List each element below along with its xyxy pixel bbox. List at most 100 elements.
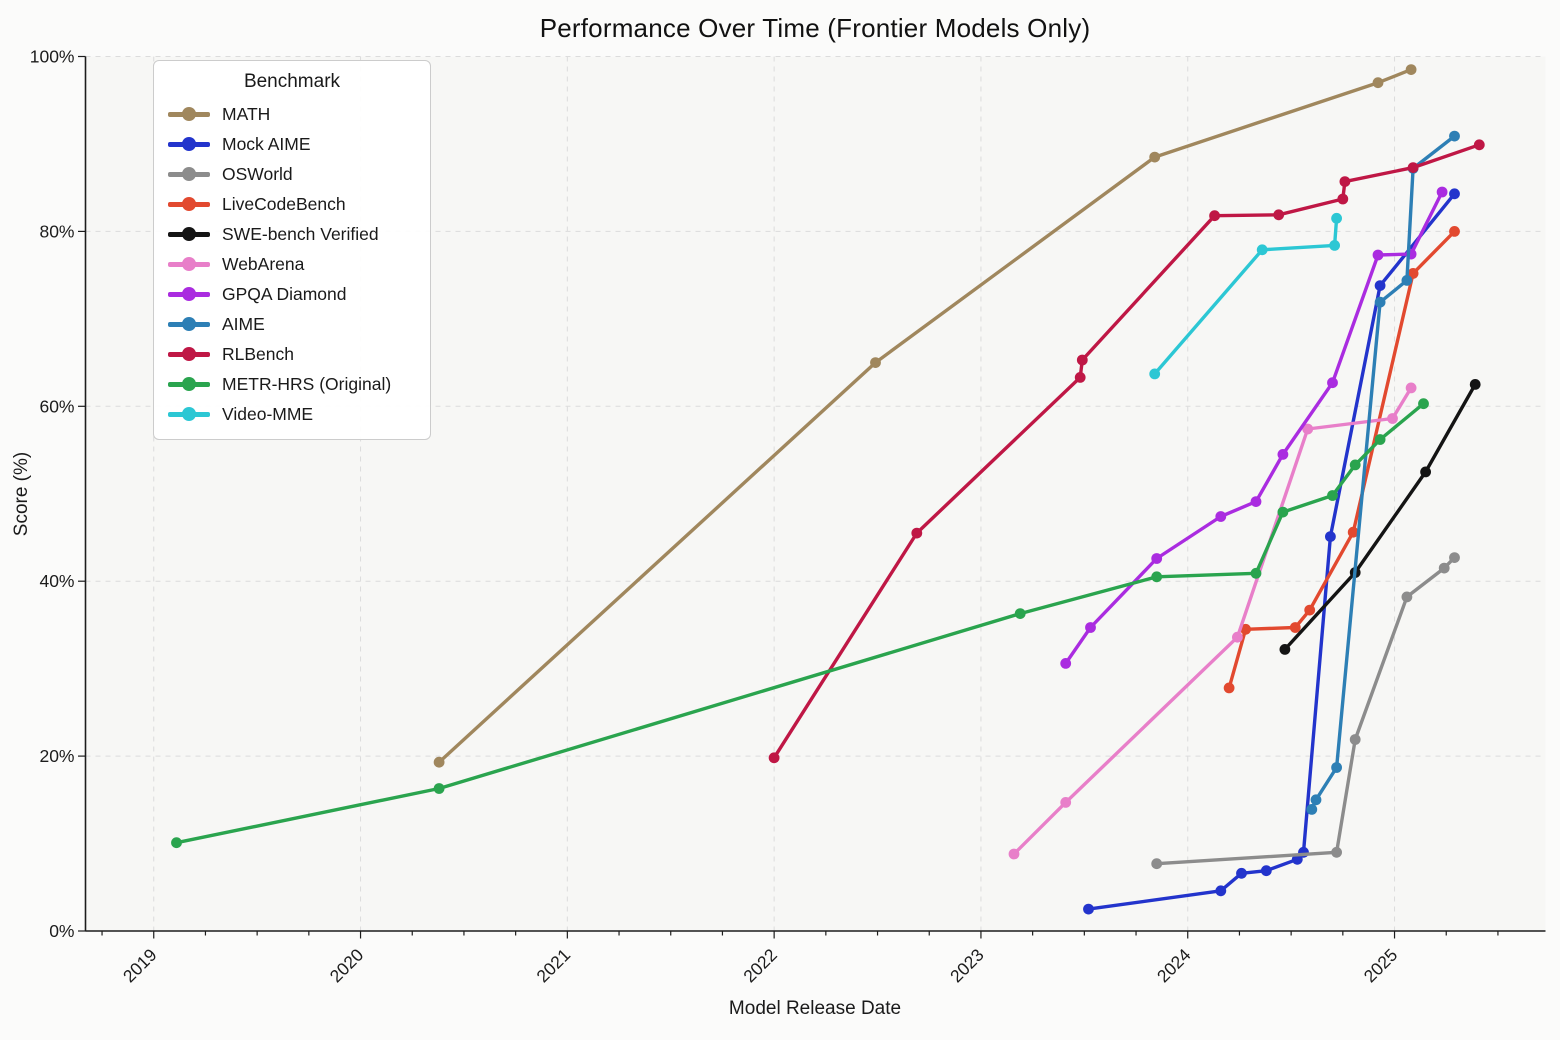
legend-item-label: AIME <box>222 313 265 334</box>
data-point <box>1302 423 1314 435</box>
series-livecodebench <box>1223 226 1460 694</box>
legend-item-osworld: OSWorld <box>166 159 418 189</box>
data-point <box>1060 797 1072 808</box>
data-point <box>1418 398 1429 410</box>
series-osworld <box>1151 552 1460 870</box>
legend-marker-icon <box>168 287 210 302</box>
legend-marker-icon <box>168 167 210 182</box>
legend-marker-icon <box>168 347 210 362</box>
x-axis-title: Model Release Date <box>728 998 902 1019</box>
data-point <box>1407 162 1419 174</box>
data-point <box>1327 490 1338 501</box>
data-point <box>1215 511 1227 522</box>
legend-item-aime: AIME <box>166 309 418 339</box>
series-mock-aime <box>1083 188 1460 915</box>
y-tick-label: 80% <box>39 221 74 241</box>
series-video-mme <box>1149 212 1342 380</box>
data-point <box>1473 139 1485 151</box>
legend-item-gpqa-diamond: GPQA Diamond <box>166 279 418 309</box>
data-point <box>1374 296 1386 308</box>
legend-item-label: Video-MME <box>222 403 314 424</box>
data-point <box>1236 867 1247 879</box>
data-point <box>768 752 780 764</box>
data-point <box>1014 608 1026 619</box>
data-point <box>1331 846 1342 858</box>
legend-marker-icon <box>168 227 210 242</box>
data-point <box>1260 865 1272 877</box>
data-point <box>1401 275 1413 286</box>
y-tick-label: 100% <box>30 47 75 67</box>
legend-dot <box>182 347 196 361</box>
legend-items: MATH Mock AIME OSWorld LiveCodeBench SWE-ben… <box>166 99 418 429</box>
data-point <box>1374 434 1386 445</box>
legend-dot <box>182 227 196 241</box>
legend-dot <box>182 107 196 121</box>
legend-marker-icon <box>168 137 210 152</box>
legend-dot <box>182 287 196 301</box>
y-axis-title: Score (%) <box>11 451 32 537</box>
data-point <box>1339 176 1351 188</box>
legend-dot <box>182 257 196 271</box>
data-point <box>1347 526 1359 538</box>
legend-item-label: SWE-bench Verified <box>222 223 379 244</box>
legend-item-metr-hrs-original: METR-HRS (Original) <box>166 369 418 399</box>
x-tick-label: 2019 <box>119 945 161 987</box>
x-tick-label: 2020 <box>326 945 368 987</box>
data-point <box>1310 794 1322 806</box>
data-point <box>1256 244 1268 256</box>
y-tick-label: 40% <box>39 571 74 591</box>
legend-marker-icon <box>168 377 210 392</box>
legend-dot <box>182 167 196 181</box>
data-point <box>1331 212 1342 224</box>
data-point <box>1401 591 1413 603</box>
data-point <box>911 527 923 539</box>
data-point <box>433 756 445 768</box>
legend-dot <box>182 197 196 211</box>
legend-marker-icon <box>168 197 210 212</box>
legend-item-rlbench: RLBench <box>166 339 418 369</box>
data-point <box>1304 604 1316 616</box>
series-line <box>174 402 1426 845</box>
data-point <box>1374 280 1386 291</box>
data-point <box>1083 903 1094 915</box>
data-point <box>1149 151 1161 163</box>
data-point <box>1449 130 1460 142</box>
data-point <box>1449 226 1460 237</box>
data-point <box>1289 622 1301 633</box>
legend-item-label: GPQA Diamond <box>222 283 347 304</box>
series-line <box>1283 382 1477 652</box>
data-point <box>1250 496 1262 507</box>
x-tick-label: 2022 <box>739 945 781 987</box>
data-point <box>1008 848 1020 860</box>
series-line <box>1152 216 1339 376</box>
data-point <box>1151 858 1163 870</box>
data-point <box>1436 186 1448 198</box>
data-point <box>1325 531 1336 542</box>
legend-dot <box>182 317 196 331</box>
data-point <box>1449 552 1460 563</box>
data-point <box>1372 249 1384 261</box>
data-point <box>1074 372 1086 383</box>
data-point <box>1085 622 1096 633</box>
data-point <box>1223 682 1235 694</box>
data-point <box>1306 804 1318 815</box>
data-point <box>1327 377 1338 389</box>
legend-item-label: Mock AIME <box>222 133 311 154</box>
data-point <box>1331 762 1342 773</box>
data-point <box>1076 354 1088 366</box>
data-point <box>1151 553 1163 564</box>
data-point <box>1240 623 1251 635</box>
data-point <box>1372 77 1384 89</box>
data-point <box>1209 210 1220 222</box>
legend-item-mock-aime: Mock AIME <box>166 129 418 159</box>
y-tick-label: 0% <box>49 921 74 941</box>
legend-marker-icon <box>168 107 210 122</box>
data-point <box>1469 379 1481 390</box>
series-line <box>772 143 1482 760</box>
data-point <box>1329 240 1340 251</box>
legend-item-label: LiveCodeBench <box>222 193 346 214</box>
x-tick-label: 2021 <box>532 945 574 987</box>
legend-dot <box>182 377 196 391</box>
data-point <box>1349 459 1361 471</box>
